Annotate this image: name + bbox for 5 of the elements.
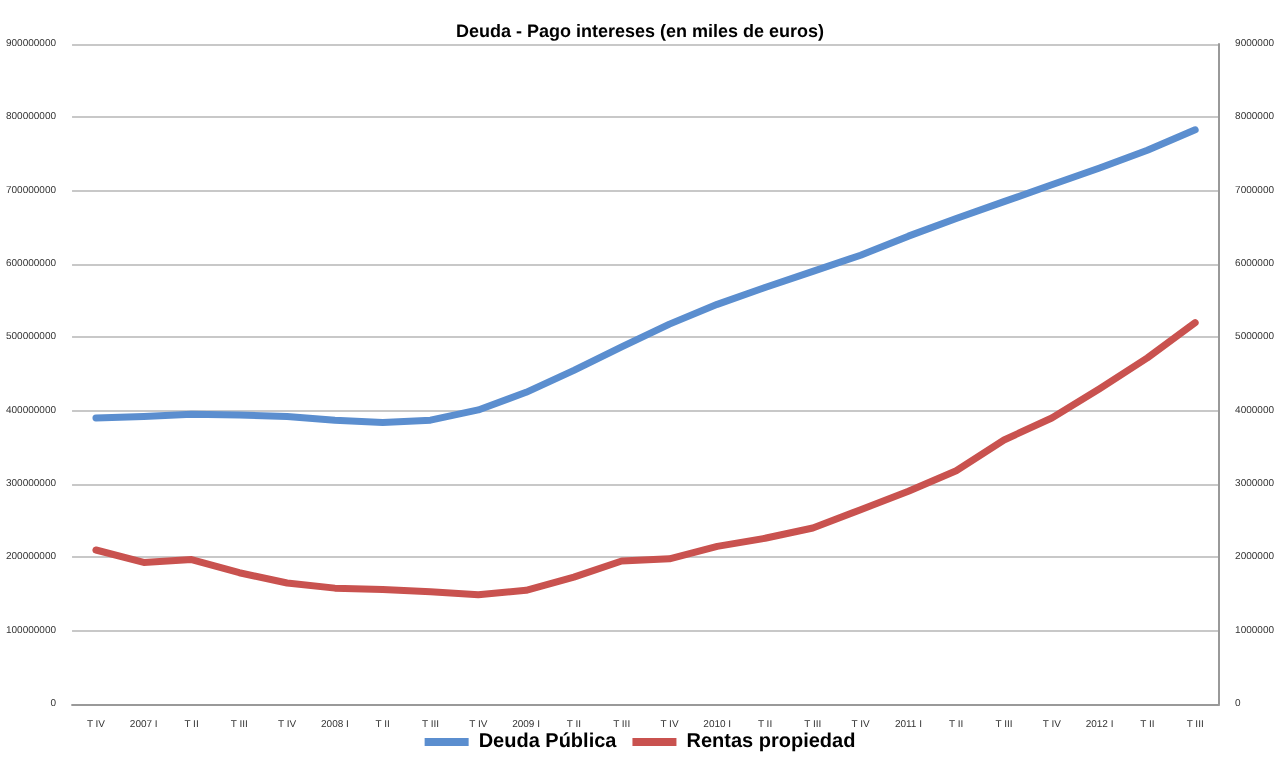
chart-title: Deuda - Pago intereses (en miles de euros) [455,21,825,41]
legend-label: Rentas propiedad [686,731,856,753]
line-series [92,126,1199,426]
line-series [92,319,1199,599]
legend-label: Deuda Pública [478,731,618,753]
